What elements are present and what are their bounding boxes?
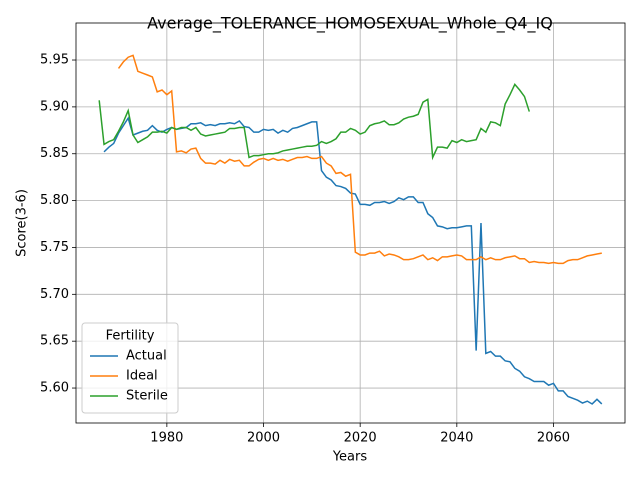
series-line xyxy=(98,83,531,161)
x-tick-label: 2040 xyxy=(440,431,473,446)
y-tick-label: 5.60 xyxy=(40,381,69,396)
y-tick-label: 5.85 xyxy=(40,146,69,161)
legend-title: Fertility xyxy=(106,329,155,344)
chart-title: Average_TOLERANCE_HOMOSEXUAL_Whole_Q4_IQ xyxy=(147,14,553,34)
x-tick-label: 2020 xyxy=(344,431,377,446)
y-tick-label: 5.95 xyxy=(40,53,69,68)
y-axis-label: Score(3-6) xyxy=(15,189,30,257)
x-tick-label: 1980 xyxy=(150,431,183,446)
legend-label: Sterile xyxy=(126,389,168,404)
y-tick-label: 5.70 xyxy=(40,287,69,302)
plot-frame xyxy=(75,22,626,424)
x-tick-label: 2060 xyxy=(537,431,570,446)
x-tick-label: 2000 xyxy=(247,431,280,446)
y-tick-label: 5.90 xyxy=(40,99,69,114)
y-tick-label: 5.65 xyxy=(40,334,69,349)
series-line xyxy=(103,116,603,405)
legend-label: Actual xyxy=(126,349,167,364)
y-tick-label: 5.75 xyxy=(40,240,69,255)
legend-box xyxy=(81,322,179,414)
y-tick-label: 5.80 xyxy=(40,193,69,208)
x-axis-label: Years xyxy=(332,450,368,465)
legend-label: Ideal xyxy=(126,369,158,384)
series-line xyxy=(117,54,602,265)
